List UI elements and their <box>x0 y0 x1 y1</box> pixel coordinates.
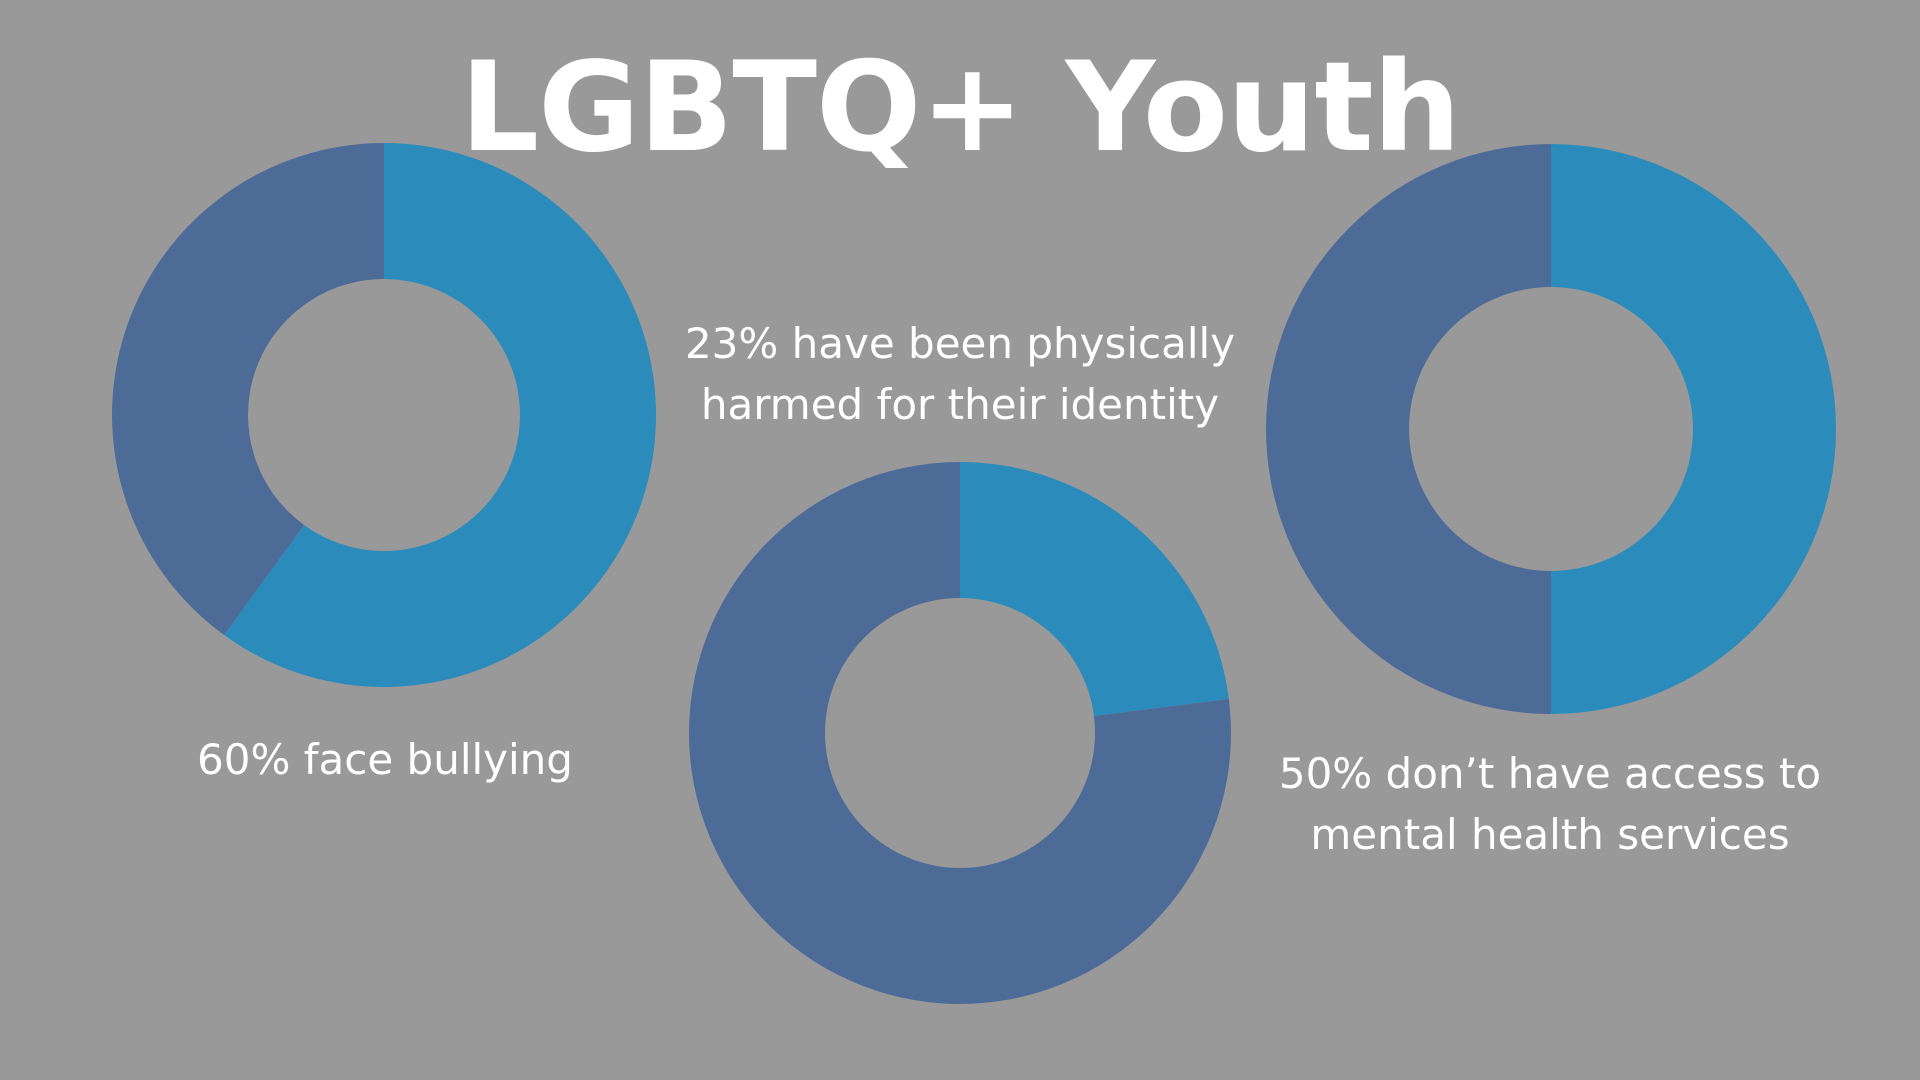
donut-chart-physical-harm <box>689 462 1231 1004</box>
slice-highlight <box>960 462 1229 717</box>
slice-remainder <box>1266 144 1551 714</box>
slice-remainder <box>112 143 384 636</box>
caption-line: 23% have been physically <box>684 319 1236 368</box>
slice-highlight <box>1551 144 1836 714</box>
donut-chart-bullying <box>112 143 657 687</box>
caption-bullying: 60% face bullying <box>135 729 635 790</box>
donut-chart-mental-health-access <box>1266 144 1836 714</box>
caption-physical-harm: 23% have been physically harmed for thei… <box>635 313 1285 435</box>
page-title: LGBTQ+ Youth <box>460 36 1461 180</box>
caption-line: 60% face bullying <box>197 735 573 784</box>
slice-highlight <box>224 143 657 687</box>
slice-remainder <box>689 462 1231 1004</box>
caption-line: 50% don’t have access to <box>1278 749 1822 798</box>
caption-line: mental health services <box>1310 810 1790 859</box>
caption-line: harmed for their identity <box>700 380 1220 429</box>
caption-mental-health-access: 50% don’t have access to mental health s… <box>1225 743 1875 865</box>
